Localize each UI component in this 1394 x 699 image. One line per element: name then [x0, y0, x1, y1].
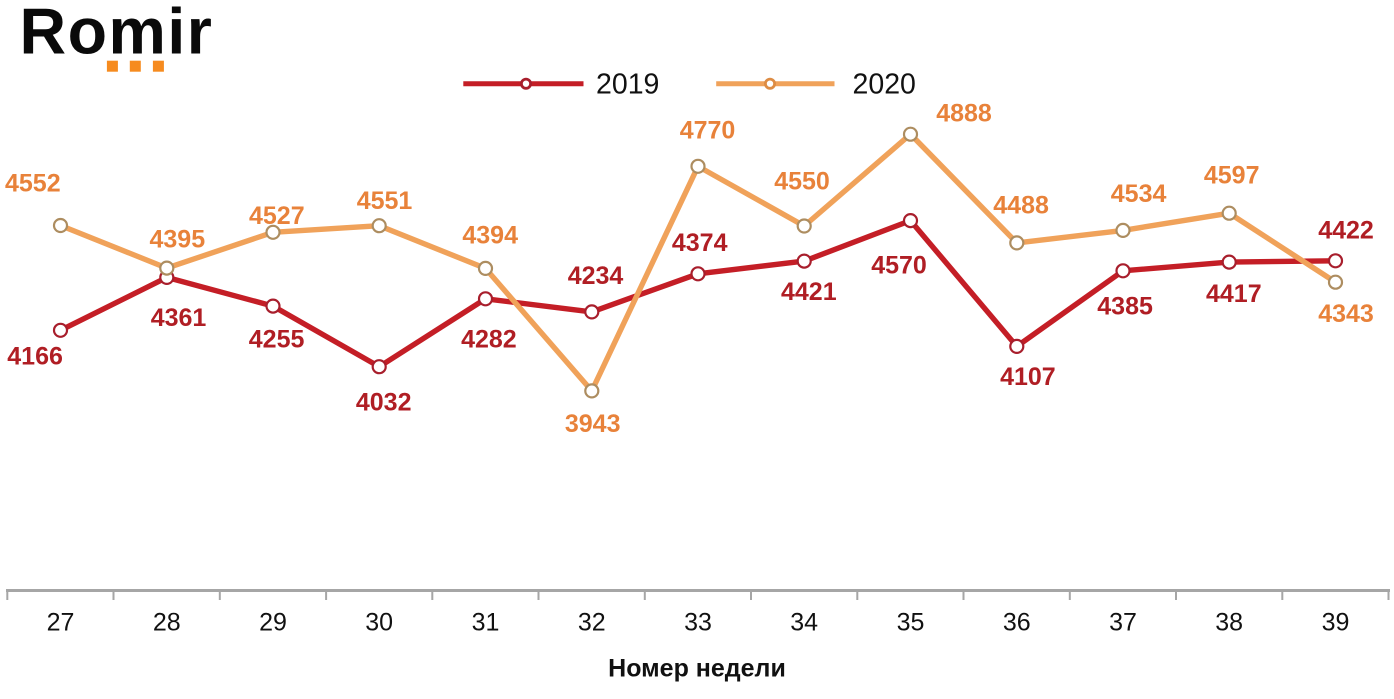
svg-text:4395: 4395: [149, 226, 205, 254]
svg-text:4888: 4888: [936, 100, 992, 128]
svg-text:2019: 2019: [596, 69, 659, 101]
svg-text:Номер недели: Номер недели: [608, 655, 786, 683]
svg-text:4534: 4534: [1111, 180, 1167, 208]
svg-text:4282: 4282: [461, 325, 517, 353]
svg-text:37: 37: [1109, 609, 1137, 637]
svg-text:4394: 4394: [462, 222, 518, 250]
svg-text:27: 27: [47, 609, 75, 637]
svg-text:31: 31: [472, 609, 500, 637]
svg-text:33: 33: [684, 609, 712, 637]
svg-text:4343: 4343: [1318, 300, 1374, 328]
svg-text:38: 38: [1215, 609, 1243, 637]
svg-text:3943: 3943: [565, 410, 621, 438]
svg-text:36: 36: [1003, 609, 1031, 637]
svg-text:28: 28: [153, 609, 181, 637]
svg-text:4255: 4255: [249, 325, 305, 353]
svg-text:32: 32: [578, 609, 606, 637]
svg-text:4488: 4488: [993, 192, 1049, 220]
svg-text:4527: 4527: [249, 202, 305, 230]
svg-text:29: 29: [259, 609, 287, 637]
svg-text:2020: 2020: [853, 69, 916, 101]
svg-text:4234: 4234: [568, 262, 624, 290]
svg-text:34: 34: [790, 609, 818, 637]
svg-text:39: 39: [1322, 609, 1350, 637]
svg-text:4421: 4421: [781, 278, 837, 306]
svg-text:4166: 4166: [7, 343, 63, 371]
svg-text:4770: 4770: [680, 117, 736, 145]
svg-text:35: 35: [897, 609, 925, 637]
svg-text:30: 30: [365, 609, 393, 637]
svg-text:4417: 4417: [1206, 280, 1262, 308]
svg-text:4361: 4361: [151, 304, 207, 332]
svg-text:4032: 4032: [356, 389, 412, 417]
svg-text:4597: 4597: [1204, 162, 1260, 190]
svg-text:Romir: Romir: [20, 0, 214, 68]
svg-text:4550: 4550: [774, 168, 830, 196]
svg-text:4374: 4374: [672, 229, 728, 257]
svg-text:4107: 4107: [1000, 363, 1056, 391]
svg-text:4385: 4385: [1097, 293, 1153, 321]
svg-text:4422: 4422: [1318, 217, 1374, 245]
svg-text:4552: 4552: [5, 170, 61, 198]
svg-text:4570: 4570: [871, 252, 927, 280]
svg-text:4551: 4551: [357, 187, 413, 215]
